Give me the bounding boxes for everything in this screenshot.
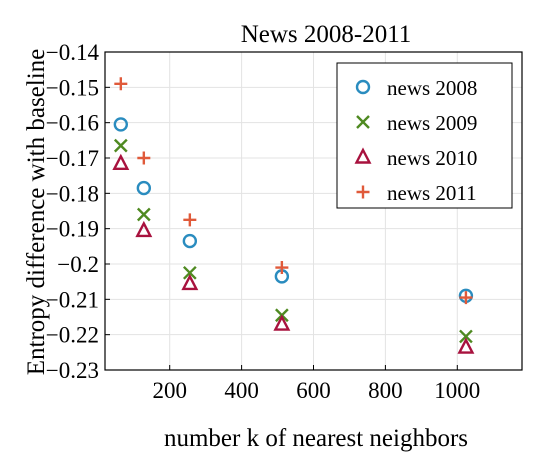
plot-area-frame	[104, 51, 523, 371]
legend-label: news 2010	[387, 146, 477, 170]
data-points	[112, 77, 475, 354]
x-axis-label: number k of nearest neighbors	[164, 425, 468, 452]
x-tick-label: 800	[368, 378, 403, 403]
data-point-triangle	[112, 153, 130, 170]
data-point-triangle	[273, 314, 291, 331]
data-point-triangle	[135, 220, 153, 238]
y-tick-label: −0.19	[46, 217, 99, 242]
data-point-x	[136, 207, 151, 222]
y-tick-label: −0.15	[46, 75, 99, 100]
y-tick-label: −0.2	[57, 252, 99, 277]
data-point-x	[113, 138, 128, 153]
legend-marker-x	[356, 115, 370, 129]
data-point-plus	[183, 213, 197, 227]
data-point-plus	[137, 151, 151, 165]
data-point-x	[459, 329, 473, 344]
legend-label: news 2008	[387, 76, 477, 100]
axis-ticks: 200 400 600 800 1000 −0.14 −0.15 −0.16 −0.17 −0.1…	[46, 40, 481, 403]
data-point-plus	[114, 77, 128, 91]
y-tick-label: −0.23	[46, 358, 99, 383]
x-tick-label: 600	[296, 378, 331, 403]
data-point-plus	[459, 291, 473, 305]
x-tick-label: 400	[224, 378, 259, 403]
data-point-plus	[275, 261, 289, 275]
data-point-circle	[113, 117, 129, 132]
data-point-circle	[136, 180, 152, 196]
y-axis-label: Entropy difference with baseline	[23, 49, 50, 376]
y-tick-label: −0.22	[46, 323, 99, 348]
x-tick-label: 200	[152, 378, 187, 403]
legend-marker-triangle	[354, 147, 372, 164]
legend-marker-circle	[355, 79, 371, 95]
y-tick-label: −0.18	[46, 181, 99, 206]
data-point-circle	[182, 233, 198, 249]
chart-title: News 2008-2011	[241, 21, 412, 48]
data-point-triangle	[457, 337, 475, 354]
x-tick-label: 1000	[434, 378, 480, 403]
legend-label: news 2011	[387, 181, 477, 205]
y-tick-label: −0.14	[46, 40, 100, 65]
data-point-triangle	[181, 273, 199, 291]
legend-marker-plus	[356, 185, 370, 199]
y-tick-label: −0.17	[46, 146, 99, 171]
y-tick-label: −0.16	[46, 111, 99, 136]
data-point-x	[182, 265, 197, 280]
legend-box	[336, 62, 513, 209]
legend-label: news 2009	[387, 111, 477, 135]
legend: news 2008 news 2009 news 2010 news 2011	[336, 62, 513, 209]
y-tick-label: −0.21	[46, 287, 99, 312]
